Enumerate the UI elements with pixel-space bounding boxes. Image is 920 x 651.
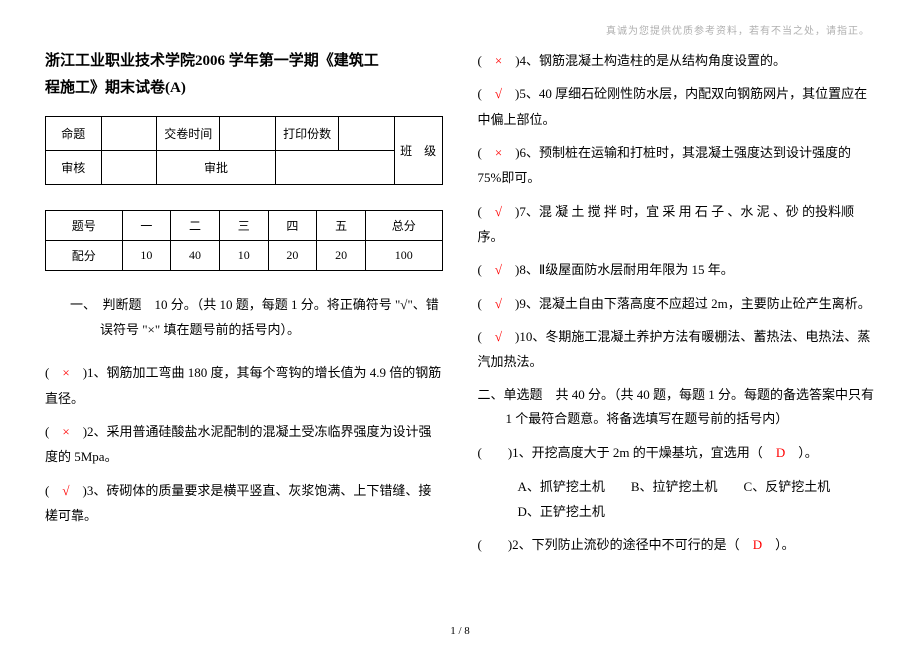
question-5: ( √ )5、40 厚细石砼刚性防水层，内配双向钢筋网片，其位置应在中偏上部位。 [478, 81, 876, 132]
score-header: 一 [122, 211, 171, 241]
meta-cell: 交卷时间 [157, 117, 220, 151]
score-header: 五 [317, 211, 366, 241]
meta-table: 命题 交卷时间 打印份数 班 级 审核 审批 [45, 116, 443, 185]
score-cell: 100 [365, 241, 442, 271]
q-tail: ）。 [775, 537, 795, 552]
q-text: 6、预制桩在运输和打桩时，其混凝土强度达到设计强度的 75%即可。 [478, 145, 852, 185]
score-cell: 10 [219, 241, 268, 271]
meta-cell [220, 117, 276, 151]
q-text: 1、开挖高度大于 2m 的干燥基坑，宜选用（ [512, 445, 763, 460]
answer-mark: × [495, 145, 502, 160]
title-line2: 程施工》期末试卷(A) [45, 80, 186, 96]
section2-intro: 二、单选题 共 40 分。（共 40 题，每题 1 分。每题的备选答案中只有 1… [478, 383, 876, 432]
title-line1: 浙江工业职业技术学院2006 学年第一学期《建筑工 [45, 53, 379, 69]
q-text: 4、钢筋混凝土构造柱的是从结构角度设置的。 [520, 53, 787, 68]
exam-title: 浙江工业职业技术学院2006 学年第一学期《建筑工 程施工》期末试卷(A) [45, 48, 443, 102]
answer-letter: D [753, 537, 762, 552]
score-header: 二 [171, 211, 220, 241]
score-cell: 40 [171, 241, 220, 271]
answer-mark: × [62, 424, 69, 439]
question-2: ( × )2、采用普通硅酸盐水泥配制的混凝土受冻临界强度为设计强度的 5Mpa。 [45, 419, 443, 470]
q-text: 5、40 厚细石砼刚性防水层，内配双向钢筋网片，其位置应在中偏上部位。 [478, 86, 868, 126]
section1-intro: 一、 判断题 10 分。（共 10 题，每题 1 分。将正确符号 "√"、错误符… [45, 293, 443, 342]
q-tail: ）。 [798, 445, 818, 460]
right-column: ( × )4、钢筋混凝土构造柱的是从结构角度设置的。 ( √ )5、40 厚细石… [478, 30, 876, 590]
mc-options-1: A、抓铲挖土机 B、拉铲挖土机 C、反铲挖土机 D、正铲挖土机 [478, 474, 876, 525]
answer-mark: √ [495, 204, 502, 219]
answer-mark: × [495, 53, 502, 68]
q-text: 8、Ⅱ级屋面防水层耐用年限为 15 年。 [519, 262, 733, 277]
q-text: 2、采用普通硅酸盐水泥配制的混凝土受冻临界强度为设计强度的 5Mpa。 [45, 424, 432, 464]
score-header: 三 [219, 211, 268, 241]
question-9: ( √ )9、混凝土自由下落高度不应超过 2m，主要防止砼产生离析。 [478, 291, 876, 316]
page-columns: 浙江工业职业技术学院2006 学年第一学期《建筑工 程施工》期末试卷(A) 命题… [45, 30, 875, 590]
page-number: 1 / 8 [0, 625, 920, 637]
score-header: 四 [268, 211, 317, 241]
question-10: ( √ )10、冬期施工混凝土养护方法有暖棚法、蓄热法、电热法、蒸汽加热法。 [478, 324, 876, 375]
question-3: ( √ )3、砖砌体的质量要求是横平竖直、灰浆饱满、上下错缝、接槎可靠。 [45, 478, 443, 529]
meta-side: 班 级 [394, 117, 442, 185]
q-text: 2、下列防止流砂的途径中不可行的是（ [512, 537, 740, 552]
meta-cell: 审核 [46, 151, 102, 185]
q-text: 10、冬期施工混凝土养护方法有暖棚法、蓄热法、电热法、蒸汽加热法。 [478, 329, 871, 369]
meta-cell: 命题 [46, 117, 102, 151]
answer-letter: D [776, 445, 785, 460]
answer-mark: × [62, 365, 69, 380]
meta-cell: 审批 [157, 151, 276, 185]
answer-mark: √ [495, 296, 502, 311]
meta-cell: 打印份数 [275, 117, 338, 151]
question-8: ( √ )8、Ⅱ级屋面防水层耐用年限为 15 年。 [478, 257, 876, 282]
score-cell: 10 [122, 241, 171, 271]
q-text: 7、混 凝 土 搅 拌 时，宜 采 用 石 子 、水 泥 、砂 的投料顺序。 [478, 204, 855, 244]
mc-question-2: ( )2、下列防止流砂的途径中不可行的是（ D ）。 [478, 532, 876, 557]
question-1: ( × )1、钢筋加工弯曲 180 度，其每个弯钩的增长值为 4.9 倍的钢筋直… [45, 360, 443, 411]
score-cell: 配分 [46, 241, 123, 271]
score-cell: 20 [268, 241, 317, 271]
meta-cell [101, 117, 157, 151]
answer-mark: √ [495, 329, 502, 344]
score-cell: 20 [317, 241, 366, 271]
left-column: 浙江工业职业技术学院2006 学年第一学期《建筑工 程施工》期末试卷(A) 命题… [45, 30, 443, 590]
q-text: 1、钢筋加工弯曲 180 度，其每个弯钩的增长值为 4.9 倍的钢筋直径。 [45, 365, 441, 405]
answer-mark: √ [495, 262, 502, 277]
score-header: 总分 [365, 211, 442, 241]
score-table: 题号 一 二 三 四 五 总分 配分 10 40 10 20 20 100 [45, 210, 443, 271]
header-note: 真诚为您提供优质参考资料，若有不当之处，请指正。 [606, 22, 870, 37]
question-4: ( × )4、钢筋混凝土构造柱的是从结构角度设置的。 [478, 48, 876, 73]
mc-question-1: ( )1、开挖高度大于 2m 的干燥基坑，宜选用（ D ）。 [478, 440, 876, 465]
answer-mark: √ [62, 483, 69, 498]
q-text: 3、砖砌体的质量要求是横平竖直、灰浆饱满、上下错缝、接槎可靠。 [45, 483, 431, 523]
score-header: 题号 [46, 211, 123, 241]
question-6: ( × )6、预制桩在运输和打桩时，其混凝土强度达到设计强度的 75%即可。 [478, 140, 876, 191]
meta-cell [275, 151, 394, 185]
q-text: 9、混凝土自由下落高度不应超过 2m，主要防止砼产生离析。 [519, 296, 870, 311]
answer-mark: √ [495, 86, 502, 101]
meta-cell [339, 117, 395, 151]
meta-cell [101, 151, 157, 185]
question-7: ( √ )7、混 凝 土 搅 拌 时，宜 采 用 石 子 、水 泥 、砂 的投料… [478, 199, 876, 250]
